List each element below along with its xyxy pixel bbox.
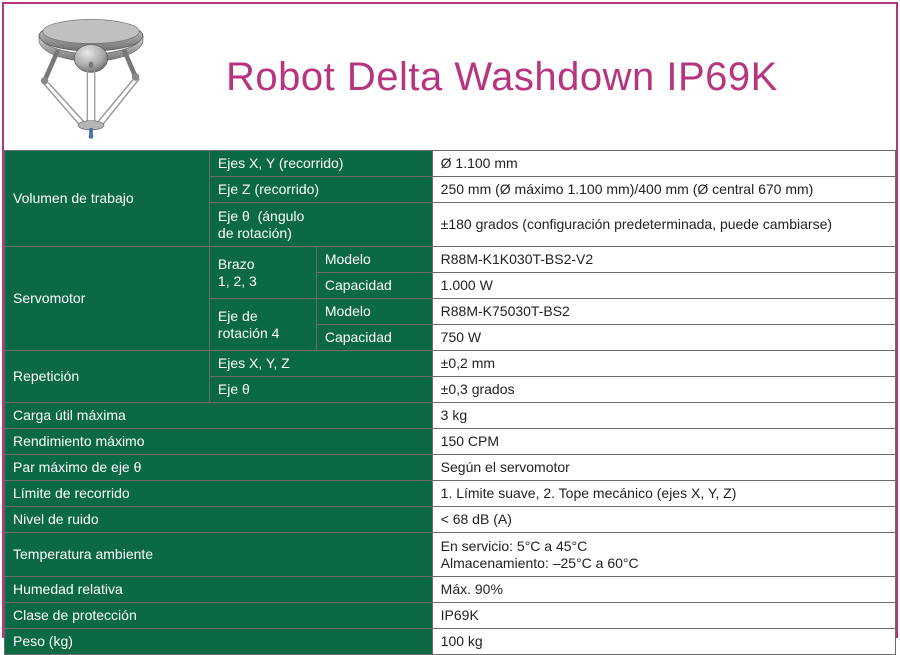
table-row: RepeticiónEjes X, Y, Z±0,2 mm bbox=[5, 351, 896, 377]
spec-value: Máx. 90% bbox=[432, 577, 895, 603]
table-row: Límite de recorrido1. Límite suave, 2. T… bbox=[5, 481, 896, 507]
spec-value: R88M-K1K030T-BS2-V2 bbox=[432, 247, 895, 273]
spec-sublabel: Eje θ (ángulode rotación) bbox=[209, 203, 432, 247]
spec-label: Clase de protección bbox=[5, 603, 433, 629]
spec-value: En servicio: 5°C a 45°CAlmacenamiento: –… bbox=[432, 533, 895, 577]
table-row: Clase de protecciónIP69K bbox=[5, 603, 896, 629]
page-title: Robot Delta Washdown IP69K bbox=[226, 55, 778, 100]
spec-label: Temperatura ambiente bbox=[5, 533, 433, 577]
spec-label: Humedad relativa bbox=[5, 577, 433, 603]
table-row: Temperatura ambienteEn servicio: 5°C a 4… bbox=[5, 533, 896, 577]
spec-label: Nivel de ruido bbox=[5, 507, 433, 533]
spec-label: Volumen de trabajo bbox=[5, 151, 210, 247]
spec-label: Repetición bbox=[5, 351, 210, 403]
table-row: Rendimiento máximo150 CPM bbox=[5, 429, 896, 455]
spec-sublabel: Ejes X, Y (recorrido) bbox=[209, 151, 432, 177]
table-row: Volumen de trabajoEjes X, Y (recorrido)Ø… bbox=[5, 151, 896, 177]
spec-value: < 68 dB (A) bbox=[432, 507, 895, 533]
spec-value: ±0,3 grados bbox=[432, 377, 895, 403]
spec-sublabel2: Modelo bbox=[316, 299, 432, 325]
spec-label: Carga útil máxima bbox=[5, 403, 433, 429]
spec-label: Límite de recorrido bbox=[5, 481, 433, 507]
spec-sublabel2: Capacidad bbox=[316, 325, 432, 351]
spec-value: 3 kg bbox=[432, 403, 895, 429]
datasheet-card: Robot Delta Washdown IP69K Volumen de tr… bbox=[2, 2, 898, 638]
spec-sublabel: Ejes X, Y, Z bbox=[209, 351, 432, 377]
delta-robot-icon bbox=[16, 12, 166, 142]
spec-sublabel2: Capacidad bbox=[316, 273, 432, 299]
spec-value: Según el servomotor bbox=[432, 455, 895, 481]
spec-sublabel: Eje derotación 4 bbox=[209, 299, 316, 351]
spec-value: 150 CPM bbox=[432, 429, 895, 455]
spec-value: ±180 grados (configuración predeterminad… bbox=[432, 203, 895, 247]
spec-table: Volumen de trabajoEjes X, Y (recorrido)Ø… bbox=[4, 150, 896, 655]
spec-value: IP69K bbox=[432, 603, 895, 629]
spec-value: 1.000 W bbox=[432, 273, 895, 299]
table-row: Peso (kg)100 kg bbox=[5, 629, 896, 655]
spec-sublabel2: Modelo bbox=[316, 247, 432, 273]
table-row: Par máximo de eje θSegún el servomotor bbox=[5, 455, 896, 481]
spec-value: ±0,2 mm bbox=[432, 351, 895, 377]
spec-sublabel: Eje θ bbox=[209, 377, 432, 403]
spec-value: Ø 1.100 mm bbox=[432, 151, 895, 177]
header: Robot Delta Washdown IP69K bbox=[4, 4, 896, 150]
spec-value: 1. Límite suave, 2. Tope mecánico (ejes … bbox=[432, 481, 895, 507]
table-row: Nivel de ruido< 68 dB (A) bbox=[5, 507, 896, 533]
spec-value: 100 kg bbox=[432, 629, 895, 655]
spec-value: 250 mm (Ø máximo 1.100 mm)/400 mm (Ø cen… bbox=[432, 177, 895, 203]
spec-value: 750 W bbox=[432, 325, 895, 351]
table-row: ServomotorBrazo1, 2, 3ModeloR88M-K1K030T… bbox=[5, 247, 896, 273]
table-row: Carga útil máxima3 kg bbox=[5, 403, 896, 429]
spec-label: Servomotor bbox=[5, 247, 210, 351]
spec-sublabel: Brazo1, 2, 3 bbox=[209, 247, 316, 299]
spec-sublabel: Eje Z (recorrido) bbox=[209, 177, 432, 203]
spec-label: Rendimiento máximo bbox=[5, 429, 433, 455]
spec-label: Par máximo de eje θ bbox=[5, 455, 433, 481]
spec-label: Peso (kg) bbox=[5, 629, 433, 655]
spec-value: R88M-K75030T-BS2 bbox=[432, 299, 895, 325]
table-row: Humedad relativaMáx. 90% bbox=[5, 577, 896, 603]
